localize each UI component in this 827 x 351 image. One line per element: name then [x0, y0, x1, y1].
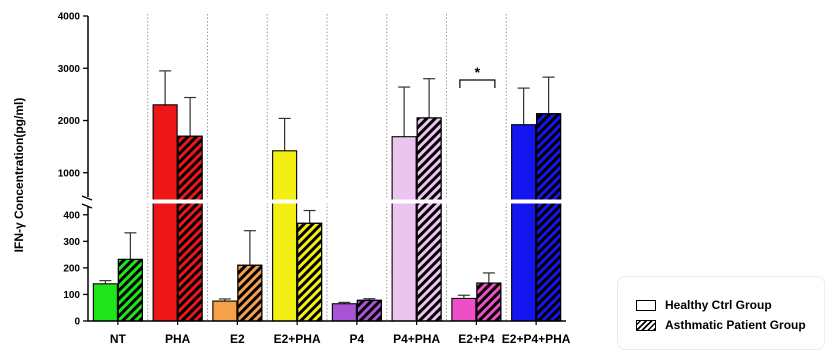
bar-P4+PHA-healthy	[391, 136, 417, 322]
y-axis-label: IFN-γ Concentration(pg/ml)	[12, 98, 26, 253]
bar-P4-healthy	[331, 303, 357, 322]
bar-hatch-overlay	[117, 258, 143, 322]
legend-label-healthy: Healthy Ctrl Group	[665, 298, 772, 312]
significance-bracket	[459, 79, 496, 88]
y-tick-label: 4000	[58, 12, 81, 23]
legend-label-asthmatic: Asthmatic Patient Group	[665, 318, 806, 332]
bar-E2+P4+PHA-healthy	[511, 124, 537, 322]
bar-E2+PHA-healthy	[272, 150, 298, 322]
bar-hatch-overlay	[177, 135, 203, 322]
bar-hatch-overlay	[416, 117, 442, 322]
bar-E2-healthy	[212, 300, 238, 322]
x-tick-label: P4+PHA	[393, 332, 440, 346]
x-tick-label: E2+P4+PHA	[502, 332, 571, 346]
legend-item-healthy: Healthy Ctrl Group	[636, 297, 772, 313]
legend: Healthy Ctrl Group Asthmatic Patient Gro…	[617, 276, 825, 350]
legend-item-asthmatic: Asthmatic Patient Group	[636, 317, 806, 333]
legend-swatch-solid	[636, 299, 656, 311]
x-tick-label: E2+P4	[458, 332, 495, 346]
y-tick-label: 0	[74, 317, 80, 328]
y-tick-label: 3000	[58, 64, 81, 75]
x-tick-label: P4	[350, 332, 365, 346]
x-tick-label: NT	[110, 332, 127, 346]
y-tick-label: 2000	[58, 116, 81, 127]
bar-hatch-overlay	[476, 282, 502, 322]
x-tick-label: E2+PHA	[274, 332, 321, 346]
bar-NT-healthy	[92, 283, 118, 322]
legend-swatch-hatched	[636, 319, 656, 331]
y-tick-label: 300	[63, 237, 80, 248]
x-tick-label: PHA	[165, 332, 191, 346]
significance-label: *	[475, 64, 481, 80]
bar-E2+P4-healthy	[451, 297, 477, 322]
y-tick-label: 1000	[58, 168, 81, 179]
y-tick-label: 400	[63, 210, 80, 221]
y-tick-label: 100	[63, 290, 80, 301]
x-tick-label: E2	[230, 332, 245, 346]
bar-hatch-overlay	[536, 113, 562, 322]
y-axis-break-mark	[81, 203, 93, 209]
axis-break-band	[89, 199, 567, 204]
bar-hatch-overlay	[297, 222, 323, 322]
bar-hatch-overlay	[356, 299, 382, 322]
bar-hatch-overlay	[237, 264, 263, 322]
y-tick-label: 200	[63, 263, 80, 274]
bar-PHA-healthy	[152, 104, 178, 322]
y-axis-break-mark	[81, 195, 93, 201]
